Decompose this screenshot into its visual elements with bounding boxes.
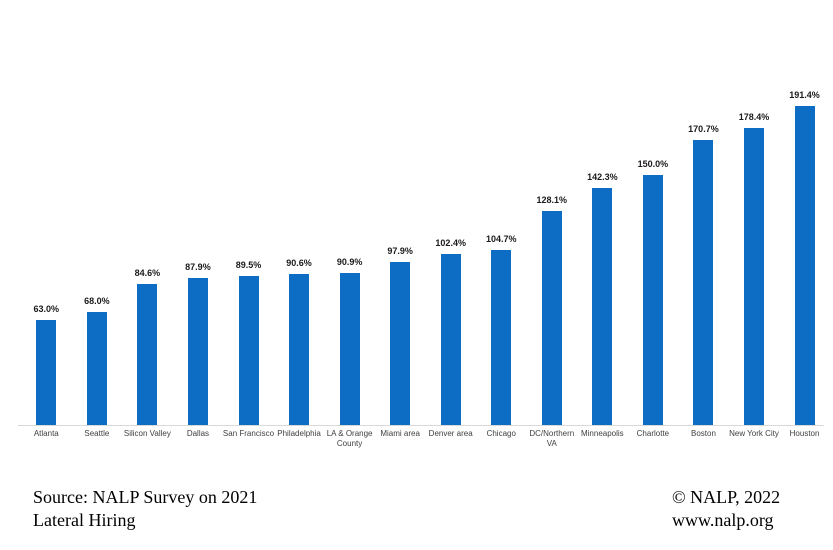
- source-text-line2: Lateral Hiring: [33, 510, 136, 530]
- copyright-text: © NALP, 2022 www.nalp.org: [672, 486, 832, 532]
- x-axis-label: Charlotte: [636, 429, 670, 438]
- x-axis-label: Miami area: [380, 429, 420, 438]
- bar: [794, 105, 815, 425]
- x-axis-label: Minneapolis: [580, 429, 624, 438]
- x-axis-label: Chicago: [486, 429, 516, 438]
- bar-value-label: 102.4%: [435, 238, 466, 249]
- bar-value-label: 142.3%: [587, 171, 618, 182]
- bar-value-label: 178.4%: [738, 111, 770, 122]
- bar: [491, 250, 512, 425]
- copyright-url-line2: www.nalp.org: [672, 510, 774, 530]
- bar: [541, 211, 562, 425]
- bar-chart: 63.0% Atlanta 68.0% Seattle 84.6% Silicon Val…: [18, 89, 824, 448]
- bar-value-label: 170.7%: [688, 124, 719, 135]
- bar-value-label: 150.0%: [637, 158, 669, 169]
- bar-value-label: 104.7%: [485, 234, 517, 245]
- bar-value-label: 68.0%: [84, 295, 110, 306]
- bar: [693, 140, 714, 425]
- x-axis-line: [18, 425, 824, 426]
- bar: [289, 273, 310, 425]
- x-axis-label: LA & Orange County: [326, 429, 373, 448]
- bar-value-label: 97.9%: [387, 245, 413, 256]
- x-axis-label: Silicon Valley: [123, 429, 171, 438]
- bar: [440, 254, 461, 425]
- bar: [187, 278, 208, 425]
- bar: [36, 319, 57, 425]
- bar: [86, 311, 107, 425]
- x-axis-label: San Francisco: [222, 429, 275, 438]
- bar-value-label: 90.9%: [336, 257, 363, 268]
- x-axis-label: Denver area: [428, 429, 473, 438]
- x-axis-label: New York City: [729, 429, 779, 438]
- bar-value-label: 191.4%: [789, 89, 820, 100]
- bar: [238, 275, 259, 425]
- x-axis-label: Atlanta: [33, 429, 59, 438]
- x-axis-label: DC/Northern VA: [529, 429, 575, 448]
- x-axis-label: Philadelphia: [277, 429, 321, 438]
- source-text: Source: NALP Survey on 2021 Lateral Hiri…: [33, 486, 333, 532]
- bar-value-label: 128.1%: [536, 195, 568, 206]
- x-axis-label: Seattle: [84, 429, 110, 438]
- bar: [339, 273, 360, 425]
- x-axis-label: Dallas: [186, 429, 210, 438]
- bar: [642, 174, 663, 425]
- bar-value-label: 90.6%: [286, 257, 312, 268]
- source-text-line1: Source: NALP Survey on 2021: [33, 487, 258, 507]
- bar: [592, 187, 613, 425]
- bar: [744, 127, 764, 425]
- x-axis-label: Houston: [789, 429, 820, 438]
- copyright-text-line1: © NALP, 2022: [672, 487, 781, 507]
- bar-value-label: 89.5%: [235, 259, 262, 270]
- bar-value-label: 84.6%: [134, 267, 161, 278]
- bar: [137, 283, 158, 425]
- bar: [390, 261, 411, 425]
- bar-value-label: 87.9%: [185, 262, 211, 273]
- x-axis-label: Boston: [690, 429, 716, 438]
- bar-value-label: 63.0%: [33, 303, 60, 314]
